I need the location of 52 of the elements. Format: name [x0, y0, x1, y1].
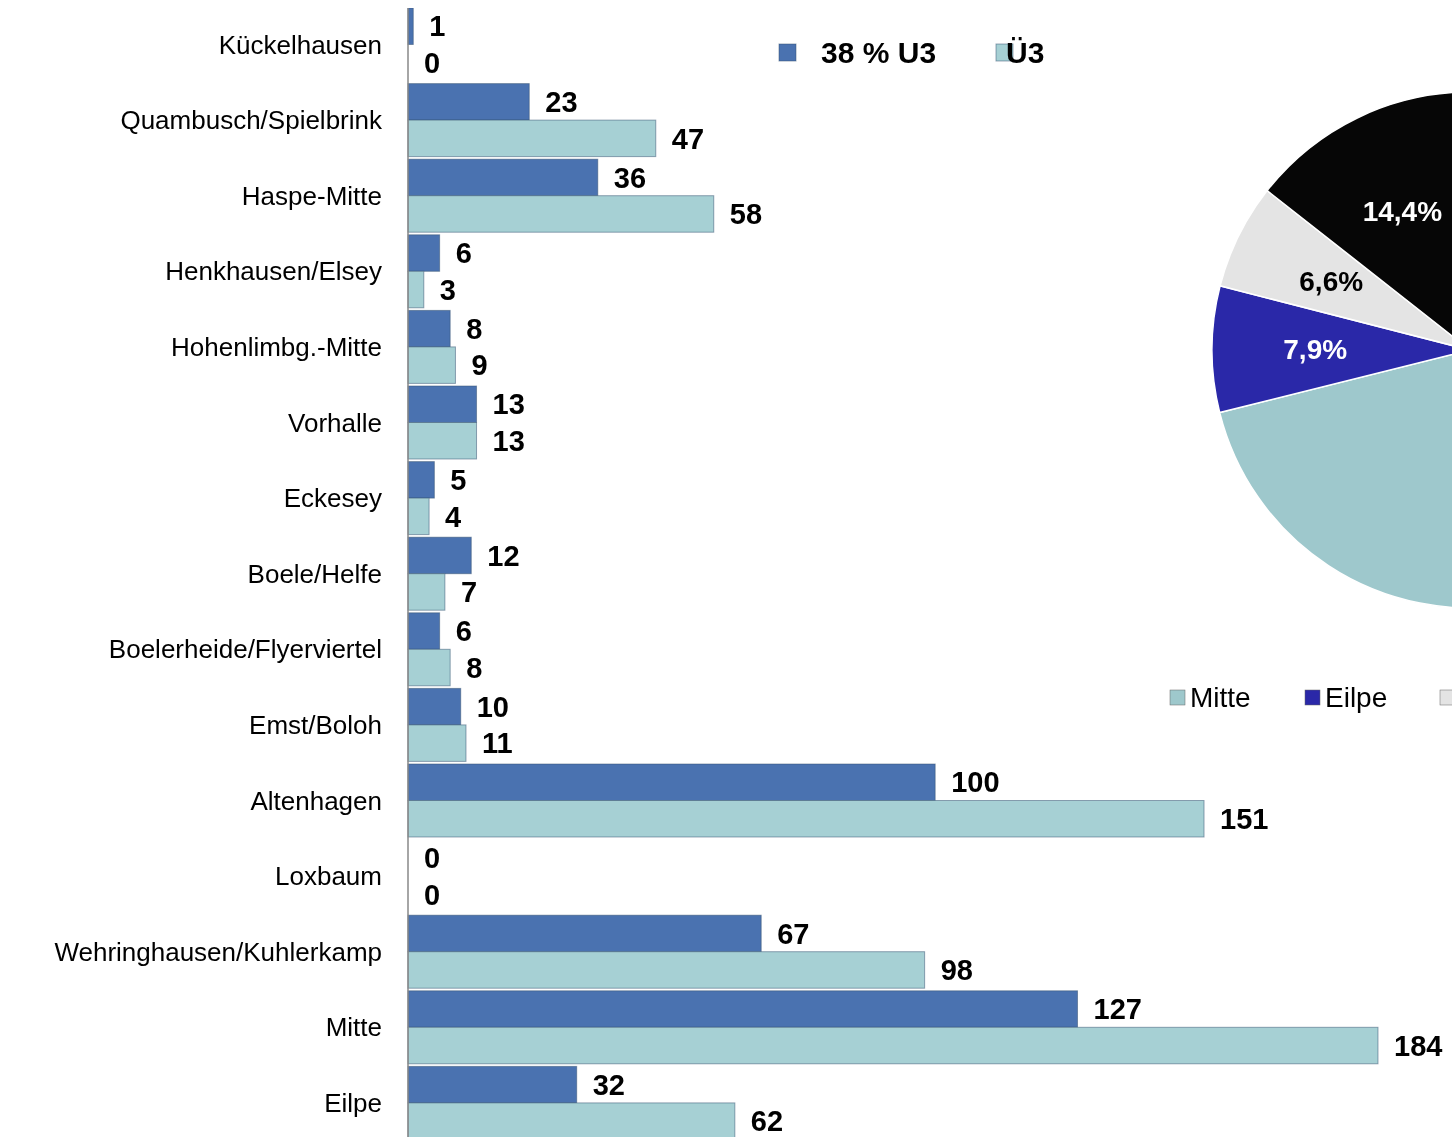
data-label: 9	[471, 349, 488, 382]
data-label: 13	[492, 424, 525, 457]
y-tick-label: Eilpe	[324, 1088, 382, 1118]
y-tick-label: Henkhausen/Elsey	[165, 256, 382, 287]
data-label: 151	[1220, 802, 1269, 835]
y-tick-label: Altenhagen	[250, 785, 382, 816]
data-label: 6,6%	[1299, 266, 1364, 298]
legend-label: 38 % U3	[821, 35, 937, 69]
y-tick-label: Haspe-Mitte	[241, 180, 382, 211]
y-tick-label: Vorhalle	[288, 407, 382, 438]
data-label: 6	[455, 237, 472, 270]
data-label: 3	[439, 273, 456, 306]
data-label: 8	[466, 651, 483, 684]
y-tick-label: Kückelhausen	[218, 29, 382, 60]
y-tick-label: Quambusch/Spielbrink	[120, 105, 383, 136]
data-label: 67	[777, 917, 810, 950]
data-label: 0	[424, 842, 441, 874]
data-label: 23	[545, 86, 578, 118]
data-label: 98	[940, 954, 973, 987]
data-label: 100	[951, 766, 1000, 799]
data-label: 8	[466, 312, 483, 345]
legend-label: Eilpe	[1325, 681, 1388, 713]
data-label: 127	[1093, 993, 1142, 1026]
data-label: 13	[492, 388, 525, 421]
data-label: 184	[1394, 1029, 1443, 1062]
data-label: 6	[455, 615, 472, 648]
data-label: 4	[445, 500, 462, 533]
data-label: 0	[424, 46, 441, 79]
y-tick-label: Eckesey	[283, 483, 382, 514]
data-label: 32	[592, 1068, 625, 1101]
data-label: 47	[671, 122, 705, 155]
data-label: 14,4%	[1362, 195, 1443, 227]
data-label: 7	[460, 576, 478, 609]
data-label: 62	[750, 1105, 784, 1137]
data-label: 10	[476, 690, 509, 723]
legend-label: Ü3	[1006, 35, 1045, 69]
y-tick-label: Loxbaum	[275, 861, 382, 892]
y-tick-label: Boele/Helfe	[247, 558, 382, 589]
data-label: 11	[481, 727, 513, 760]
y-tick-label: Wehringhausen/Kuhlerkamp	[54, 936, 382, 967]
y-tick-label: Hohenlimbg.-Mitte	[171, 332, 382, 362]
data-label: 5	[450, 464, 467, 496]
data-label: 0	[424, 878, 441, 911]
y-tick-label: Emst/Boloh	[249, 710, 382, 740]
y-tick-label: Mitte	[325, 1012, 382, 1043]
data-label: 36	[613, 161, 647, 194]
data-label: 58	[729, 198, 763, 231]
data-label: 1	[429, 10, 446, 43]
data-label: 12	[487, 539, 520, 572]
legend-label: Mitte	[1190, 681, 1251, 713]
data-label: 7,9%	[1283, 334, 1348, 366]
y-tick-label: Boelerheide/Flyerviertel	[108, 634, 382, 665]
